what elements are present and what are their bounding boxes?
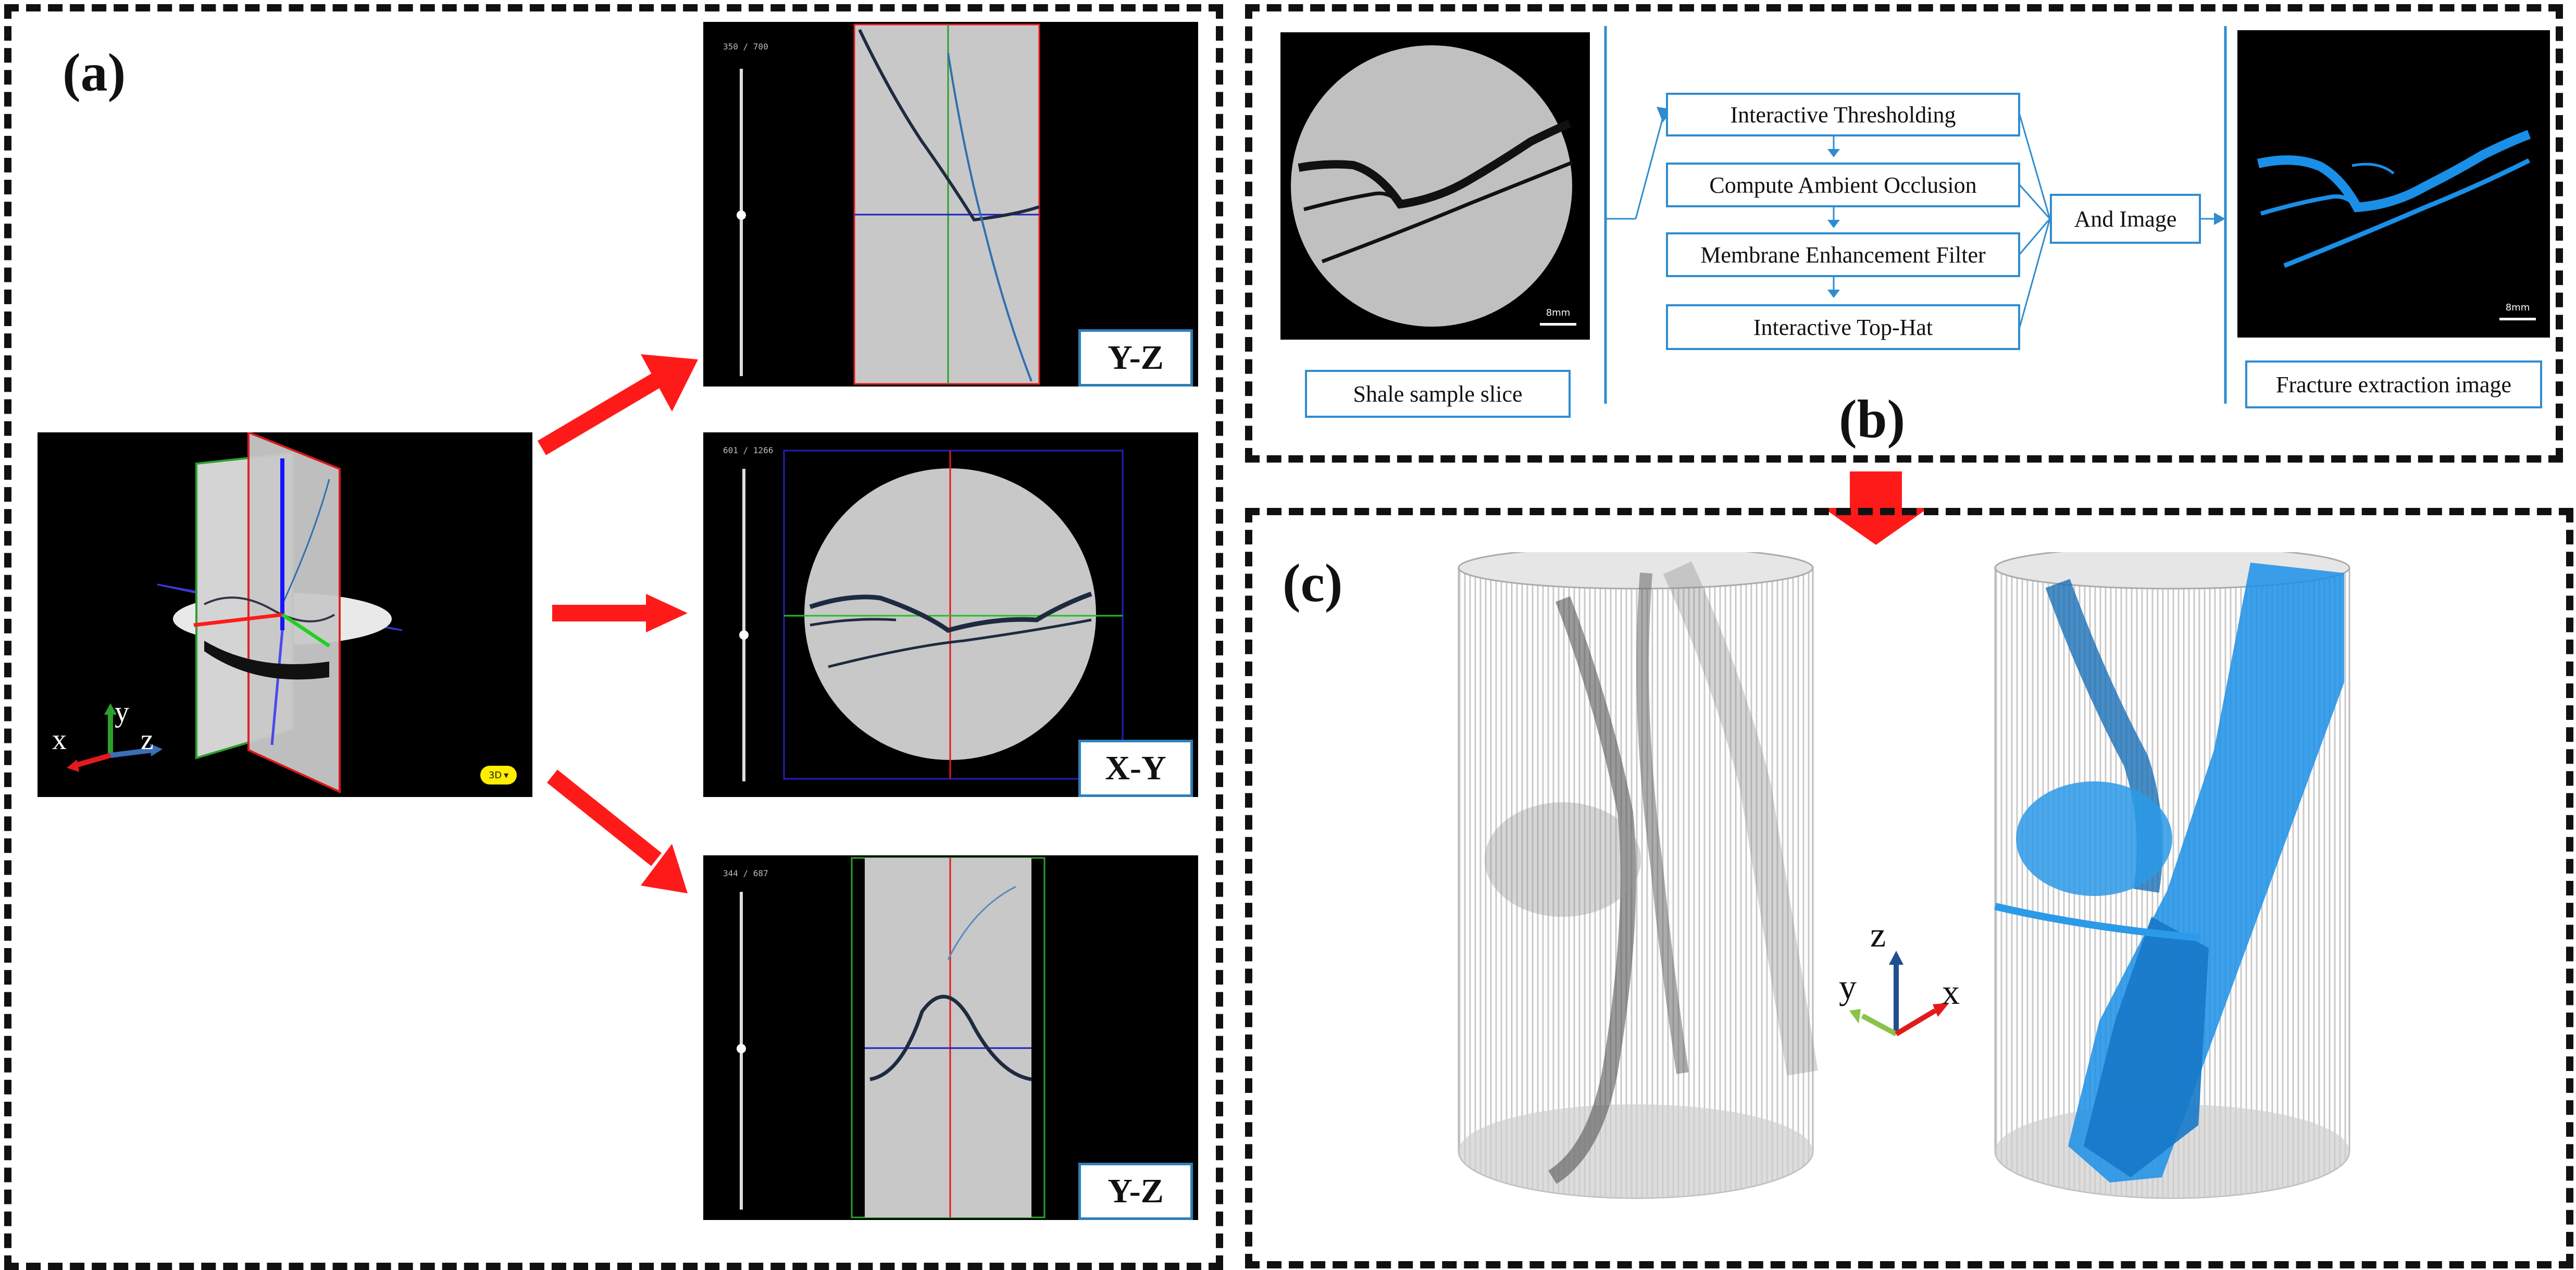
input-caption-box: Shale sample slice — [1305, 370, 1571, 418]
slice-counter: 344 / 687 — [723, 868, 768, 878]
slice-view-top[interactable]: 350 / 700 Y-Z — [703, 22, 1198, 387]
grey-fracture-cylinder — [1458, 552, 1818, 1199]
panel-c-frame — [1245, 508, 2573, 1268]
slice-view-middle[interactable]: 601 / 1266 X-Y — [703, 432, 1198, 797]
and-image-box: And Image — [2050, 194, 2201, 244]
shale-slice-render — [1291, 45, 1573, 327]
output-caption-box: Fracture extraction image — [2245, 360, 2542, 408]
panel-b-frame — [1245, 4, 2563, 463]
slice-view-bottom[interactable]: 344 / 687 Y-Z — [703, 855, 1198, 1220]
step-interactive-thresholding: Interactive Thresholding — [1666, 93, 2020, 136]
axis-triad-c — [1849, 951, 1949, 1037]
3d-toggle-button[interactable]: 3D ▾ — [480, 766, 517, 785]
axis-triad — [67, 703, 163, 772]
axis-y-label: y — [1839, 967, 1857, 1006]
axis-x-label: x — [1942, 972, 1960, 1012]
axis-z-label: z — [141, 724, 154, 756]
scale-bar-line — [1540, 323, 1576, 326]
step-compute-ambient-occlusion: Compute Ambient Occlusion — [1666, 163, 2020, 207]
fracture-render — [2257, 130, 2531, 268]
axis-y-label: y — [115, 696, 129, 728]
slice-counter: 350 / 700 — [723, 42, 768, 52]
fracture-extraction-image: 8mm — [2237, 30, 2550, 338]
slice-slider-track[interactable] — [742, 469, 745, 781]
view-label-yz-bottom: Y-Z — [1078, 1163, 1193, 1220]
view-label-yz-top: Y-Z — [1078, 329, 1193, 387]
view-label-xy: X-Y — [1078, 740, 1193, 797]
scale-bar-label: 8mm — [2505, 302, 2530, 313]
3d-viewer[interactable]: x y z 3D ▾ — [38, 432, 532, 797]
3d-slices-render — [157, 432, 403, 794]
3d-badge-label: 3D — [488, 769, 502, 781]
panel-a-letter: (a) — [63, 43, 126, 103]
blue-fracture-cylinder — [1994, 552, 2350, 1199]
scale-bar-line — [2499, 318, 2536, 320]
slice-slider-thumb[interactable] — [737, 210, 746, 220]
axis-z-label: z — [1870, 915, 1886, 954]
step-interactive-top-hat: Interactive Top-Hat — [1666, 304, 2020, 350]
xy-slice-image — [783, 450, 1124, 780]
panel-b-letter: (b) — [1839, 389, 1906, 449]
slice-slider-thumb[interactable] — [739, 630, 749, 640]
slice-counter: 601 / 1266 — [723, 445, 774, 455]
panel-c-letter: (c) — [1283, 553, 1343, 613]
scale-bar-label: 8mm — [1546, 307, 1571, 318]
slice-slider-track[interactable] — [740, 69, 743, 376]
axis-x-label: x — [52, 724, 67, 756]
panel-a-frame — [4, 4, 1223, 1270]
yz-slice-image-2 — [851, 857, 1046, 1218]
chevron-down-icon: ▾ — [504, 769, 509, 781]
shale-slice-image: 8mm — [1280, 32, 1590, 340]
yz-slice-image — [853, 23, 1040, 385]
slice-slider-thumb[interactable] — [737, 1044, 746, 1053]
step-membrane-enhancement-filter: Membrane Enhancement Filter — [1666, 232, 2020, 277]
